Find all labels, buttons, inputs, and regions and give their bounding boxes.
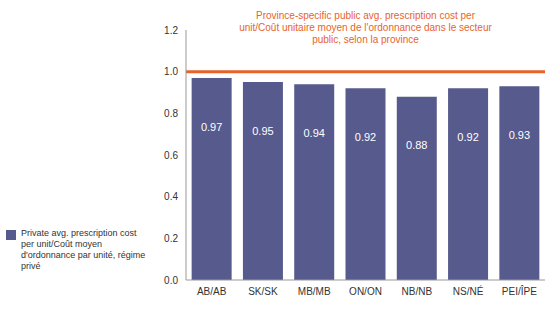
svg-text:1.0: 1.0 [164,66,178,77]
svg-text:NB/NB: NB/NB [402,286,433,297]
svg-text:0.8: 0.8 [164,108,178,119]
svg-text:0.92: 0.92 [355,131,376,143]
svg-text:NS/NÉ: NS/NÉ [453,285,484,297]
svg-text:0.93: 0.93 [509,129,530,141]
html-text:public, selon la province: public, selon la province [312,34,419,45]
svg-text:1.2: 1.2 [164,25,178,36]
svg-text:0.94: 0.94 [304,127,325,139]
html-text:Province-specific public avg.: Province-specific public avg. prescripti… [256,10,475,21]
svg-text:MB/MB: MB/MB [298,286,331,297]
svg-text:0.95: 0.95 [252,125,273,137]
svg-text:0.6: 0.6 [164,150,178,161]
svg-text:0.4: 0.4 [164,191,178,202]
svg-text:0.97: 0.97 [201,121,222,133]
svg-text:PEI/ÎPE: PEI/ÎPE [502,285,537,297]
svg-text:0.2: 0.2 [164,233,178,244]
svg-text:0.92: 0.92 [457,131,478,143]
html-text:Private avg. prescription cost: Private avg. prescription cost per unit/… [21,228,146,271]
svg-text:ON/ON: ON/ON [349,286,382,297]
svg-text:0.88: 0.88 [406,139,427,151]
svg-text:AB/AB: AB/AB [197,286,227,297]
svg-text:0.0: 0.0 [164,275,178,286]
svg-text:SK/SK: SK/SK [248,286,278,297]
html-text:unit/Coût unitaire moyen de l': unit/Coût unitaire moyen de l'ordonnance… [239,22,492,33]
